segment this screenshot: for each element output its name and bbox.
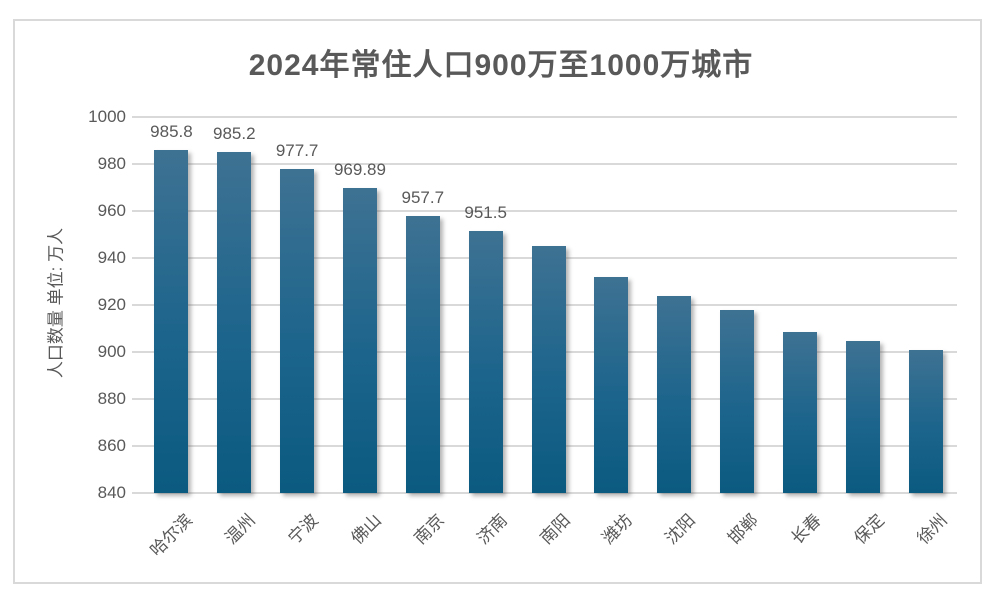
bar bbox=[594, 276, 629, 493]
y-tick-label: 840 bbox=[97, 483, 126, 502]
bar bbox=[657, 295, 692, 493]
y-tick-label: 1000 bbox=[88, 107, 126, 126]
y-tick-mark bbox=[132, 492, 141, 494]
x-category-label: 温州 bbox=[221, 510, 260, 549]
bar bbox=[342, 187, 377, 493]
x-category-label: 沈阳 bbox=[661, 510, 700, 549]
x-category-label: 宁波 bbox=[284, 510, 323, 549]
x-category-label: 徐州 bbox=[913, 510, 951, 549]
x-category-label: 济南 bbox=[473, 510, 511, 549]
x-axis-line bbox=[140, 492, 957, 494]
gridline bbox=[140, 163, 957, 165]
gridline bbox=[140, 116, 957, 118]
x-category-label: 南京 bbox=[410, 510, 448, 549]
bar bbox=[782, 332, 817, 493]
bar-value-label: 985.2 bbox=[212, 123, 256, 143]
bar-value-label: 951.5 bbox=[464, 202, 507, 222]
y-tick-mark bbox=[132, 445, 141, 447]
x-category-label: 保定 bbox=[850, 510, 888, 549]
bar bbox=[405, 216, 440, 493]
bar-value-label: 977.7 bbox=[275, 141, 319, 161]
plot-area: 985.8 985.2 977.7 969.89 957.7 951.5 bbox=[140, 116, 957, 494]
y-tick-mark bbox=[132, 257, 141, 259]
y-tick-label: 960 bbox=[97, 201, 126, 220]
y-tick-label: 980 bbox=[97, 154, 126, 173]
y-tick-mark bbox=[132, 398, 141, 400]
gridline bbox=[140, 210, 957, 212]
bar bbox=[217, 151, 252, 493]
y-tick-label: 940 bbox=[97, 248, 126, 267]
chart-title: 2024年常住人口900万至1000万城市 bbox=[248, 49, 754, 82]
y-tick-mark bbox=[132, 163, 141, 165]
y-tick-label: 920 bbox=[97, 295, 126, 314]
bar bbox=[531, 245, 566, 493]
x-category-label: 哈尔滨 bbox=[146, 510, 197, 561]
bar bbox=[468, 230, 503, 493]
x-category-label: 南阳 bbox=[535, 510, 574, 549]
y-tick-mark bbox=[132, 116, 141, 118]
bar bbox=[280, 169, 315, 493]
x-category-label: 潍坊 bbox=[598, 510, 637, 549]
y-tick-mark bbox=[132, 304, 141, 306]
bar-value-label: 985.8 bbox=[150, 122, 193, 142]
y-tick-label: 900 bbox=[97, 342, 126, 361]
y-tick-label: 880 bbox=[97, 389, 126, 408]
y-tick-mark bbox=[132, 351, 141, 353]
x-category-label: 佛山 bbox=[347, 510, 385, 549]
bar bbox=[720, 310, 755, 493]
bar bbox=[154, 150, 189, 493]
bar bbox=[845, 341, 880, 493]
x-category-label: 邯郸 bbox=[724, 510, 763, 549]
bar-value-label: 957.7 bbox=[401, 188, 445, 208]
bar bbox=[908, 349, 943, 493]
y-tick-label: 860 bbox=[97, 436, 126, 455]
x-category-label: 长春 bbox=[787, 510, 825, 549]
y-tick-mark bbox=[132, 210, 141, 212]
bar-value-label: 969.89 bbox=[333, 159, 386, 179]
